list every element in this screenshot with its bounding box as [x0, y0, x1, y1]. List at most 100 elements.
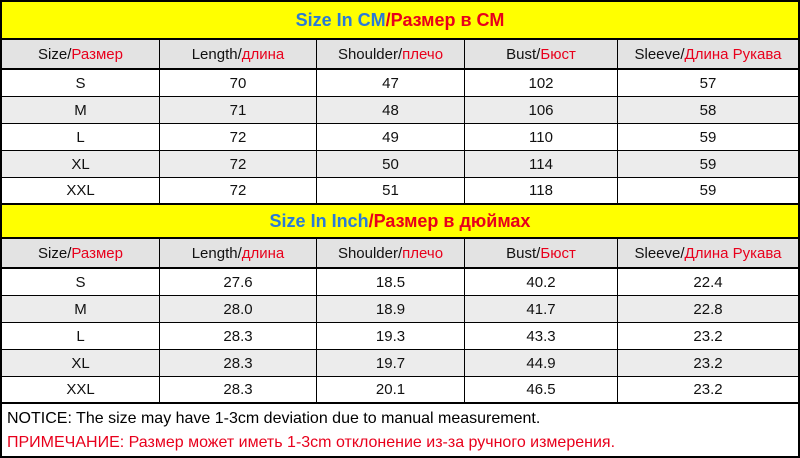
cell-text: 19.3: [375, 327, 406, 345]
header-en: Size/: [38, 45, 72, 63]
cell-text: 70: [229, 74, 247, 92]
header-en: Shoulder/: [337, 244, 403, 262]
cell-text: 19.7: [375, 354, 406, 372]
cell-text: 20.1: [375, 381, 406, 398]
cell-text: 72: [229, 128, 247, 146]
header-cell: Shoulder/плечо: [317, 239, 465, 267]
table-cell: 19.7: [317, 350, 465, 376]
data-row: S 70 47 102 57: [2, 70, 798, 97]
table-cell: 102: [465, 70, 618, 96]
notice-en: NOTICE: The size may have 1-3cm deviatio…: [7, 410, 541, 427]
table-cell: M: [2, 97, 160, 123]
data-row: XL 72 50 114 59: [2, 151, 798, 178]
table-cell: 18.5: [317, 269, 465, 295]
cell-text: 59: [699, 128, 717, 146]
cell-text: 49: [382, 128, 399, 146]
cell-text: XL: [71, 155, 90, 173]
data-row: M 71 48 106 58: [2, 97, 798, 124]
header-ru: Размер: [71, 244, 123, 262]
cell-text: 72: [229, 155, 247, 173]
header-en: Length/: [191, 244, 242, 262]
table-cell: 28.0: [160, 296, 317, 322]
notice-line: ПРИМЕЧАНИЕ: Размер может иметь 1-3cm отк…: [7, 431, 793, 455]
cell-text: XXL: [66, 182, 95, 199]
table-cell: 46.5: [465, 377, 618, 402]
table-cell: XXL: [2, 377, 160, 402]
table-cell: M: [2, 296, 160, 322]
header-en: Bust/: [506, 244, 541, 262]
header-en: Size/: [38, 244, 72, 262]
cell-text: 50: [382, 155, 399, 173]
table-cell: XL: [2, 151, 160, 177]
cell-text: M: [74, 101, 87, 119]
header-cell: Bust/Бюст: [465, 40, 618, 68]
header-ru: Бюст: [540, 244, 576, 262]
table-cell: 23.2: [618, 350, 798, 376]
header-ru: плечо: [402, 244, 444, 262]
data-row: S 27.6 18.5 40.2 22.4: [2, 269, 798, 296]
header-cell: Length/длина: [160, 239, 317, 267]
table-cell: S: [2, 70, 160, 96]
table-cell: 23.2: [618, 323, 798, 349]
cell-text: 44.9: [526, 354, 556, 372]
table-cell: 118: [465, 178, 618, 203]
cell-text: 46.5: [526, 381, 556, 398]
table-cell: 59: [618, 178, 798, 203]
header-ru: Бюст: [540, 45, 576, 63]
cell-text: 22.8: [693, 300, 723, 318]
cell-text: 72: [229, 182, 247, 199]
cell-text: 106: [528, 101, 554, 119]
cell-text: 48: [382, 101, 399, 119]
table-cell: 28.3: [160, 323, 317, 349]
data-row: L 28.3 19.3 43.3 23.2: [2, 323, 798, 350]
section-title: Size In CM/Размер в СМ: [2, 2, 798, 40]
notice-line: NOTICE: The size may have 1-3cm deviatio…: [7, 407, 793, 431]
cell-text: S: [75, 273, 86, 291]
table-cell: 27.6: [160, 269, 317, 295]
data-row: M 28.0 18.9 41.7 22.8: [2, 296, 798, 323]
table-cell: S: [2, 269, 160, 295]
cell-text: 41.7: [526, 300, 556, 318]
notice: NOTICE: The size may have 1-3cm deviatio…: [2, 404, 798, 458]
cell-text: 47: [382, 74, 399, 92]
header-en: Sleeve/: [634, 244, 685, 262]
header-cell: Sleeve/Длина Рукава: [618, 239, 798, 267]
table-cell: 59: [618, 151, 798, 177]
table-cell: 43.3: [465, 323, 618, 349]
cell-text: 114: [529, 155, 553, 173]
cell-text: 27.6: [223, 273, 253, 291]
table-cell: XXL: [2, 178, 160, 203]
cell-text: 18.5: [375, 273, 406, 291]
cell-text: 43.3: [526, 327, 556, 345]
title-secondary: /Размер в дюймах: [368, 210, 531, 231]
table-cell: 40.2: [465, 269, 618, 295]
cell-text: XL: [71, 354, 90, 372]
table-cell: 48: [317, 97, 465, 123]
header-cell: Length/длина: [160, 40, 317, 68]
cell-text: 40.2: [526, 273, 556, 291]
cell-text: 23.2: [693, 381, 723, 398]
data-row: XL 28.3 19.7 44.9 23.2: [2, 350, 798, 377]
title-secondary: /Размер в СМ: [385, 9, 505, 30]
cell-text: 51: [382, 182, 399, 199]
table-cell: 106: [465, 97, 618, 123]
data-row: L 72 49 110 59: [2, 124, 798, 151]
table-cell: 72: [160, 178, 317, 203]
cell-text: 118: [529, 182, 553, 199]
header-cell: Size/Размер: [2, 40, 160, 68]
cell-text: 28.3: [223, 354, 253, 372]
cell-text: 22.4: [693, 273, 723, 291]
table-cell: 70: [160, 70, 317, 96]
header-ru: Длина Рукава: [684, 244, 782, 262]
table-cell: 18.9: [317, 296, 465, 322]
cell-text: S: [75, 74, 86, 92]
cell-text: 110: [529, 128, 553, 146]
table-cell: 22.8: [618, 296, 798, 322]
cell-text: L: [76, 128, 85, 146]
header-ru: длина: [241, 244, 285, 262]
cell-text: XXL: [66, 381, 95, 398]
cell-text: 23.2: [693, 354, 723, 372]
cell-text: 59: [699, 155, 717, 173]
cell-text: 71: [229, 101, 247, 119]
